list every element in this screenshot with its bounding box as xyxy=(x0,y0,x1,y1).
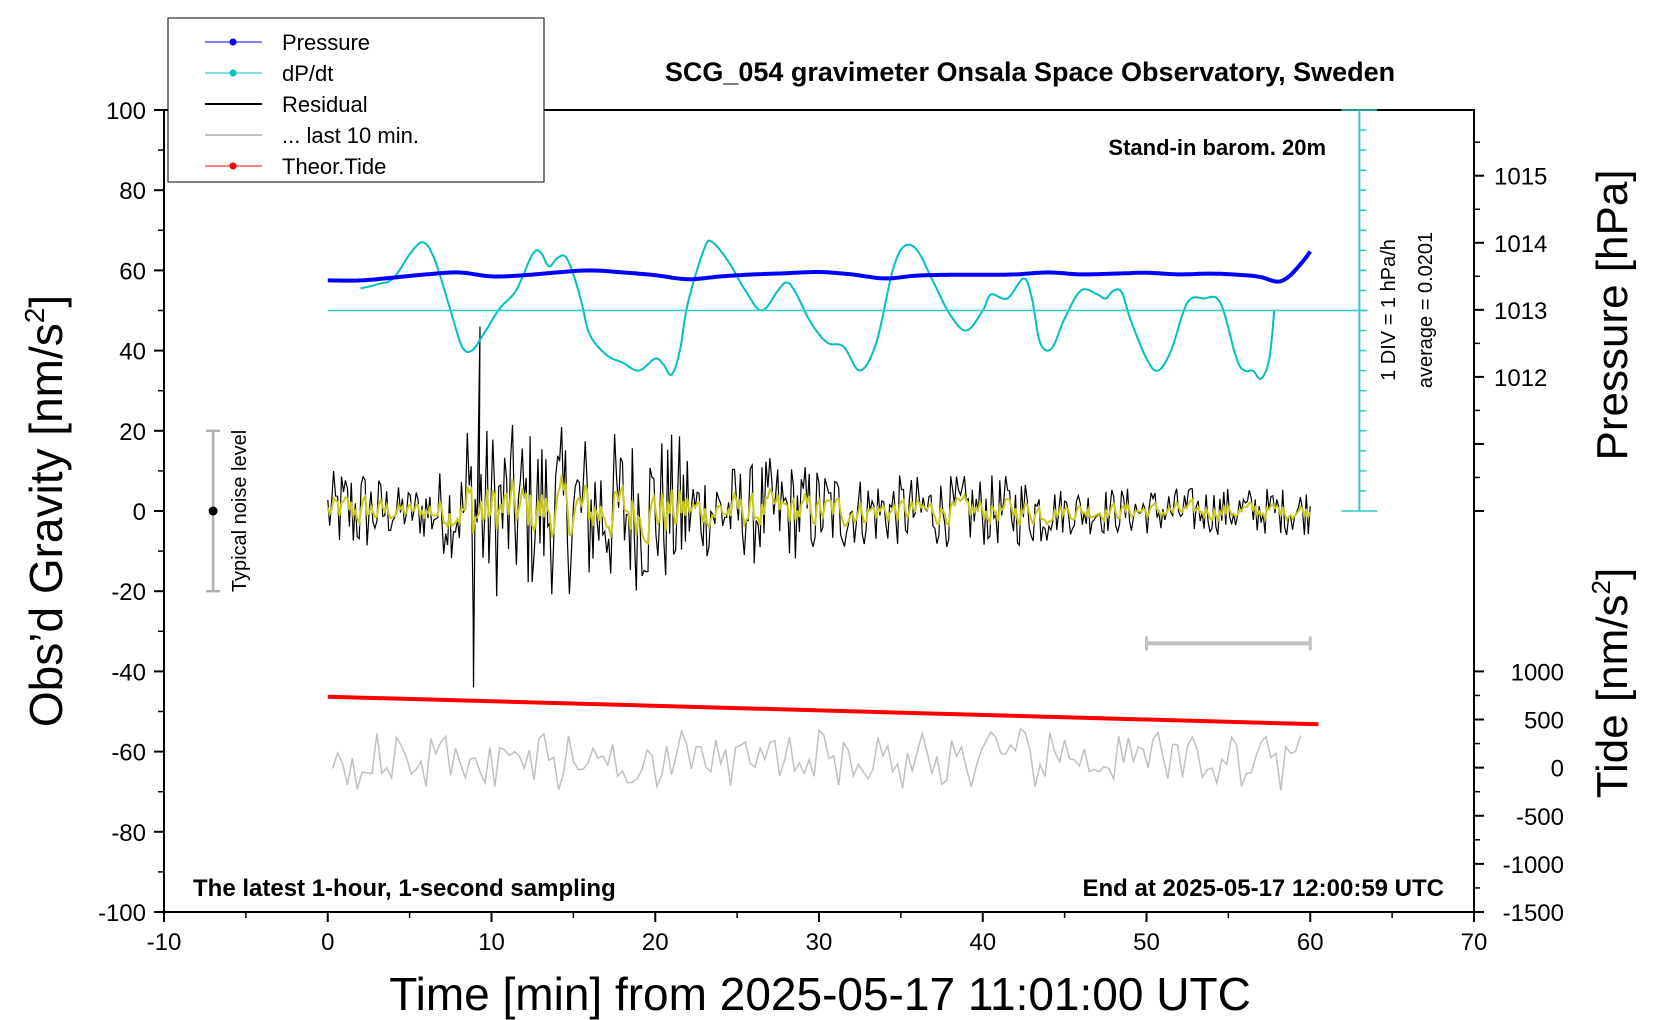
sampling-note: The latest 1-hour, 1-second sampling xyxy=(193,875,616,902)
average-note: average = 0.0201 xyxy=(1415,232,1437,388)
y-tick-label: 20 xyxy=(119,419,146,446)
chart-title: SCG_054 gravimeter Onsala Space Observat… xyxy=(665,57,1395,87)
y-tick-label: 40 xyxy=(119,339,146,366)
y-tick-label: -20 xyxy=(111,579,146,606)
tide-tick-label: -1500 xyxy=(1503,900,1564,927)
pressure-tick-label: 1012 xyxy=(1494,365,1547,392)
y-tick-label: 0 xyxy=(133,499,146,526)
x-axis-label: Time [min] from 2025-05-17 11:01:00 UTC xyxy=(389,968,1251,1020)
dpdt-line xyxy=(360,239,1276,381)
pressure-line xyxy=(327,250,1312,284)
x-tick-label: 60 xyxy=(1297,929,1324,956)
x-tick-label: 10 xyxy=(478,929,505,956)
y-tick-label: -40 xyxy=(111,659,146,686)
tide-axis-label-main: Tide [nm/s xyxy=(1588,594,1637,798)
tide-tick-label: -500 xyxy=(1516,804,1564,831)
noise-level-note: Typical noise level xyxy=(229,430,251,592)
y-tick-label: 100 xyxy=(106,98,146,125)
noise-bar-dot xyxy=(208,506,218,516)
residual-smoothed-line xyxy=(326,475,1312,545)
legend-label: dP/dt xyxy=(282,61,333,86)
legend-marker xyxy=(229,38,237,46)
tide-tick-label: 0 xyxy=(1551,756,1564,783)
x-tick-label: 20 xyxy=(642,929,669,956)
legend-marker xyxy=(229,162,237,170)
last-10-min-line xyxy=(331,727,1302,791)
legend: Pressure dP/dt Residual ... last 10 min. The… xyxy=(167,17,545,183)
pressure-tick-label: 1013 xyxy=(1494,298,1547,325)
legend-items: Pressure dP/dt Residual ... last 10 min. The… xyxy=(205,30,419,179)
tide-tick-label: 1000 xyxy=(1511,659,1564,686)
pressure-axis-label: Pressure [hPa] xyxy=(1588,169,1637,460)
tide-axis-label-end: ] xyxy=(1588,568,1637,580)
y-tick-label: -60 xyxy=(111,740,146,767)
tide-tick-label: -1000 xyxy=(1503,852,1564,879)
tide-tick-label: 500 xyxy=(1524,708,1564,735)
pressure-tick-label: 1015 xyxy=(1494,164,1547,191)
annotations xyxy=(206,109,1378,651)
residual-line xyxy=(327,326,1311,688)
y-axis-label-sup: 2 xyxy=(19,308,50,324)
legend-box xyxy=(167,17,545,183)
y-tick-label: 80 xyxy=(119,178,146,205)
axis-ticks: -10 0 10 20 30 40 50 60 70-100-80-60-40-20020406… xyxy=(98,98,1564,956)
legend-label: Residual xyxy=(282,92,368,117)
barometer-note: Stand-in barom. 20m xyxy=(1108,135,1326,160)
legend-label: Pressure xyxy=(282,30,370,55)
tide-line xyxy=(327,694,1319,727)
x-tick-label: 0 xyxy=(321,929,334,956)
div-note: 1 DIV = 1 hPa/h xyxy=(1378,239,1400,381)
x-tick-label: -10 xyxy=(147,929,182,956)
legend-marker xyxy=(229,69,237,77)
series-layer xyxy=(326,239,1319,791)
x-tick-label: 50 xyxy=(1133,929,1160,956)
legend-label: Theor.Tide xyxy=(282,154,386,179)
x-tick-label: 40 xyxy=(969,929,996,956)
y-axis-label-main: Obs’d Gravity [nm/s xyxy=(20,323,72,727)
end-time-note: End at 2025-05-17 12:00:59 UTC xyxy=(1083,875,1445,902)
y-axis-label-end: ] xyxy=(20,295,72,308)
y-tick-label: -100 xyxy=(98,900,146,927)
x-tick-label: 70 xyxy=(1461,929,1488,956)
tide-axis-label: Tide [nm/s2] xyxy=(1586,568,1637,798)
legend-label: ... last 10 min. xyxy=(282,123,419,148)
y-axis-label: Obs’d Gravity [nm/s2] xyxy=(19,295,72,727)
y-tick-label: 60 xyxy=(119,258,146,285)
y-tick-label: -80 xyxy=(111,820,146,847)
x-tick-label: 30 xyxy=(806,929,833,956)
tide-axis-label-sup: 2 xyxy=(1586,580,1616,594)
pressure-tick-label: 1014 xyxy=(1494,231,1547,258)
